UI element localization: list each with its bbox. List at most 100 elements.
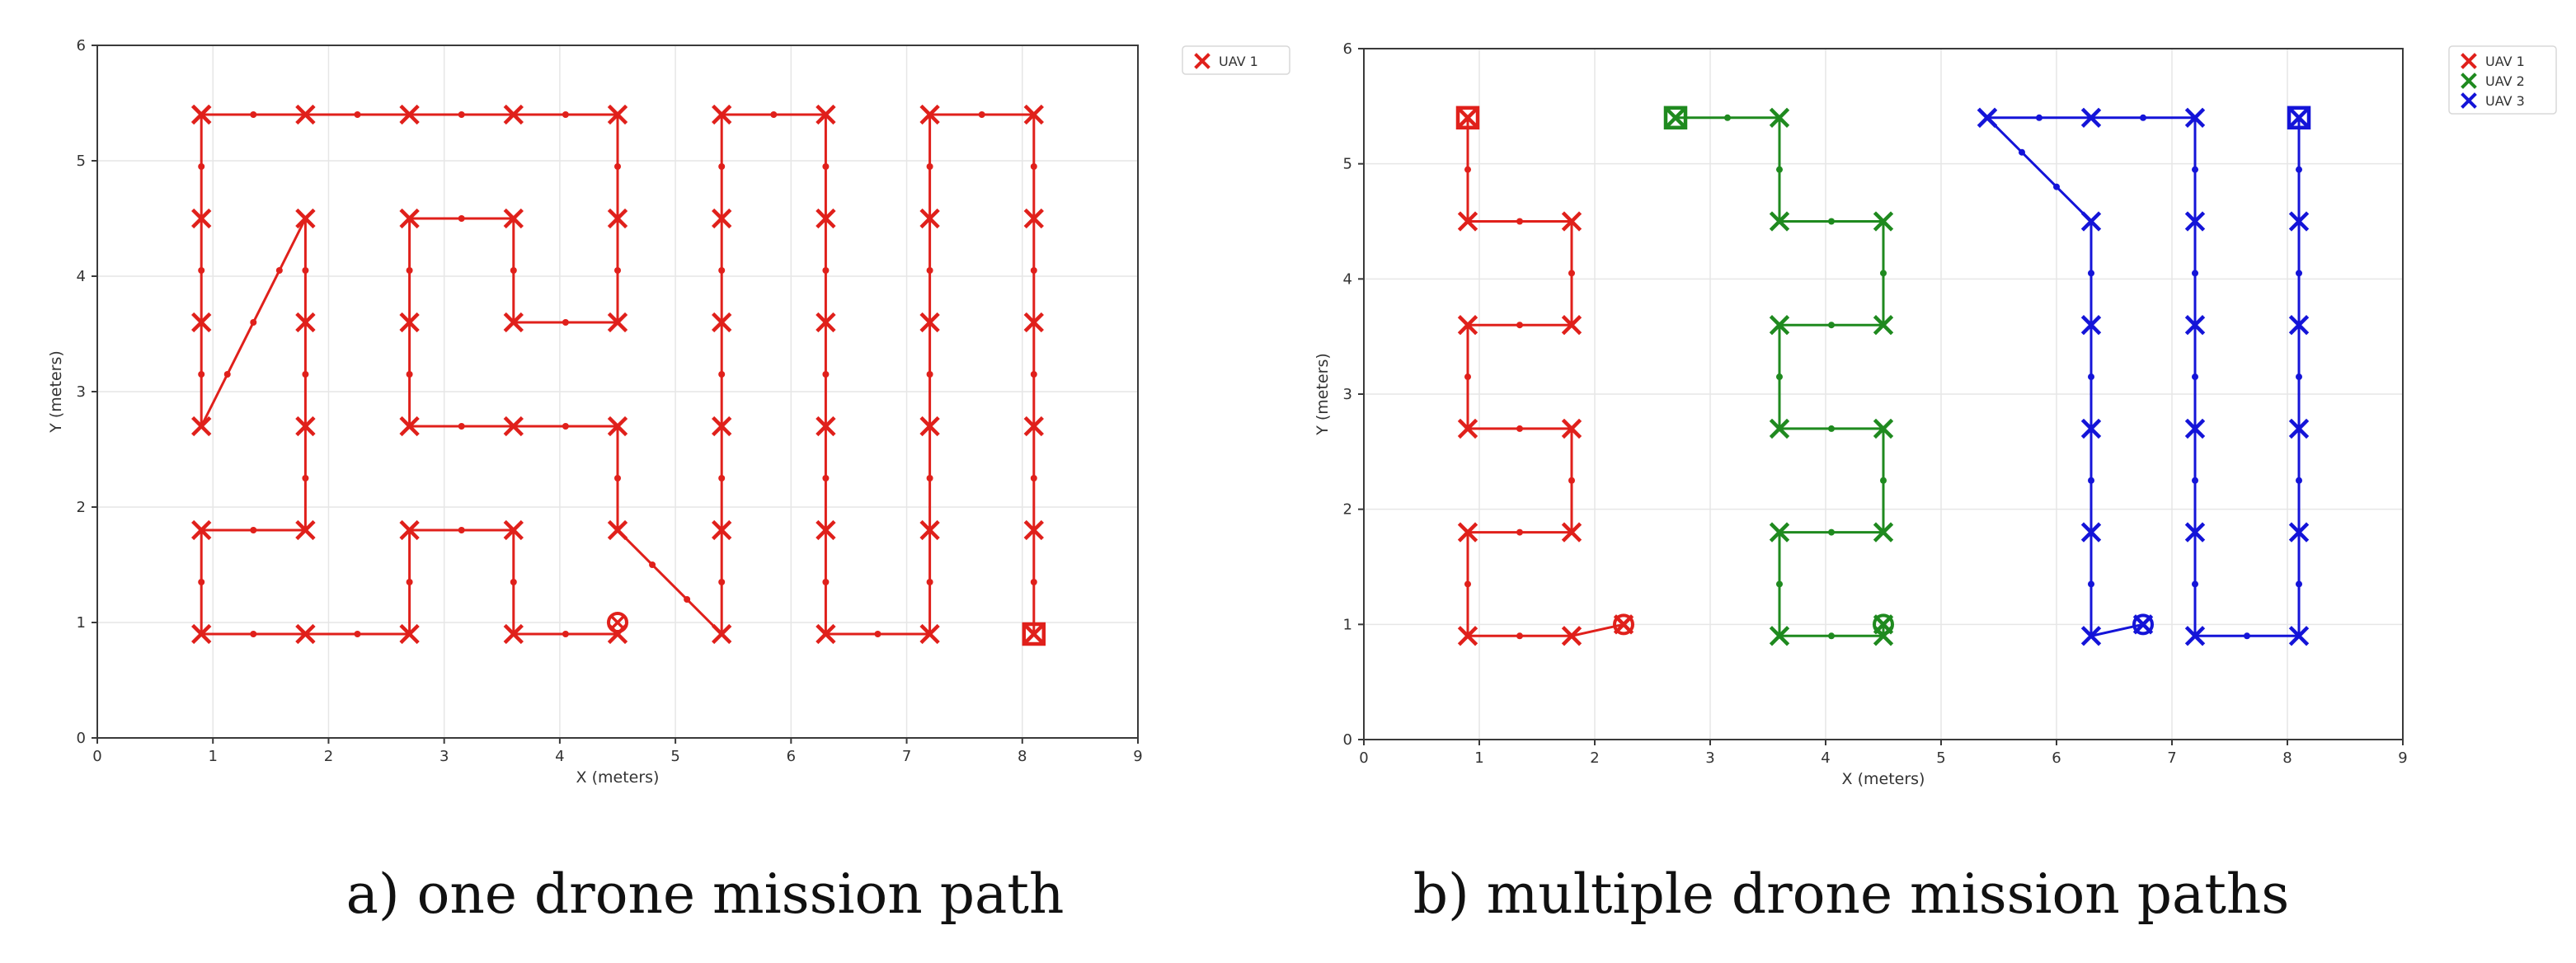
path-dot [1880, 477, 1887, 484]
path-dot [198, 163, 205, 170]
y-tick-label: 0 [77, 730, 86, 747]
path-dot [406, 267, 413, 274]
y-tick-label: 4 [1343, 270, 1352, 288]
path-dot [1516, 425, 1523, 432]
series-1 [1455, 106, 1634, 646]
path-dot [1030, 475, 1037, 482]
y-tick-label: 2 [1343, 501, 1352, 519]
path-dot [2140, 114, 2146, 121]
waypoint-marker [919, 623, 940, 645]
path-dot [1568, 477, 1575, 484]
waypoint-marker [1023, 519, 1044, 541]
waypoint-marker [2184, 522, 2206, 543]
waypoint-marker [503, 208, 524, 229]
path-dot [718, 267, 726, 274]
path-dot [1516, 218, 1523, 225]
waypoint-marker [1457, 418, 1478, 439]
path-dot [1030, 163, 1037, 170]
waypoint-marker [295, 312, 316, 333]
x-axis-label: X (meters) [576, 768, 660, 787]
waypoint-marker [1977, 107, 1998, 128]
waypoint-marker [816, 312, 836, 333]
waypoint-marker [1769, 626, 1790, 646]
series-2 [1663, 106, 1894, 646]
path-dot [302, 371, 309, 378]
x-tick-label: 7 [2167, 749, 2176, 767]
waypoint-marker [1561, 315, 1582, 336]
y-tick-label: 2 [77, 499, 86, 516]
waypoint-marker [816, 623, 836, 645]
start-marker [2287, 106, 2311, 130]
path-dot [250, 527, 257, 533]
path-dot [2088, 373, 2094, 381]
path-dot [1464, 373, 1471, 381]
waypoint-marker [2184, 211, 2206, 232]
legend: UAV 1 [1182, 45, 1290, 75]
path-dot [978, 111, 985, 118]
caption-b: b) multiple drone mission paths [1413, 862, 2290, 926]
path-dot [2296, 373, 2302, 381]
legend-marker [2461, 92, 2477, 109]
x-tick-label: 6 [787, 748, 796, 765]
waypoint-marker [2184, 107, 2206, 128]
waypoint-marker [1769, 315, 1790, 336]
path-dot [1030, 371, 1037, 378]
end-marker [2132, 613, 2154, 636]
path-dot [874, 631, 881, 637]
path-dot [250, 111, 257, 118]
x-tick-label: 3 [440, 748, 449, 765]
x-tick-label: 2 [1590, 749, 1599, 767]
waypoint-marker [2288, 315, 2310, 336]
y-tick-label: 0 [1343, 731, 1352, 749]
legend-marker [2461, 53, 2477, 69]
path-dot [2088, 580, 2094, 588]
waypoint-marker [712, 104, 732, 125]
waypoint-marker [503, 623, 524, 645]
waypoint-marker [816, 416, 836, 437]
path-dot [822, 579, 830, 585]
end-marker-x [609, 614, 626, 631]
path-dot [198, 579, 205, 585]
path-dot [1464, 580, 1471, 588]
end-marker [1873, 613, 1894, 636]
start-marker [1022, 622, 1046, 646]
end-marker-x [2135, 616, 2151, 632]
waypoint-marker [2080, 522, 2102, 543]
path-dot [250, 319, 257, 326]
legend-box [2448, 45, 2557, 115]
waypoint-marker [1457, 522, 1478, 543]
waypoint-marker [399, 208, 420, 229]
path-dot [614, 163, 621, 170]
waypoint-marker [919, 416, 940, 437]
waypoint-marker [2080, 211, 2102, 232]
x-tick-label: 8 [2282, 749, 2292, 767]
path-dot [926, 475, 933, 482]
series-line [1986, 116, 2144, 637]
caption-a: a) one drone mission path [346, 862, 1065, 926]
y-tick-label: 3 [77, 383, 86, 401]
waypoint-marker [712, 312, 732, 333]
y-tick-label: 5 [1343, 156, 1352, 173]
waypoint-marker [503, 312, 524, 333]
path-dot [2192, 580, 2198, 588]
waypoint-marker [1023, 104, 1044, 125]
x-tick-label: 3 [1705, 749, 1714, 767]
waypoint-marker [607, 416, 628, 437]
path-dot [562, 319, 569, 326]
waypoint-marker [2184, 315, 2206, 336]
path-dot [718, 475, 726, 482]
legend-label: UAV 1 [1219, 54, 1258, 69]
waypoint-marker [2184, 626, 2206, 646]
waypoint-marker [1023, 208, 1044, 229]
path-dot [614, 267, 621, 274]
path-dot [2019, 148, 2025, 156]
path-dot [510, 579, 517, 585]
waypoint-marker [295, 623, 316, 645]
path-dot [1828, 425, 1835, 432]
path-dot [718, 579, 726, 585]
waypoint-marker [191, 208, 212, 229]
path-dot [354, 111, 361, 118]
waypoint-marker [1457, 211, 1478, 232]
path-dot [1516, 632, 1523, 640]
waypoint-marker [1561, 522, 1582, 543]
